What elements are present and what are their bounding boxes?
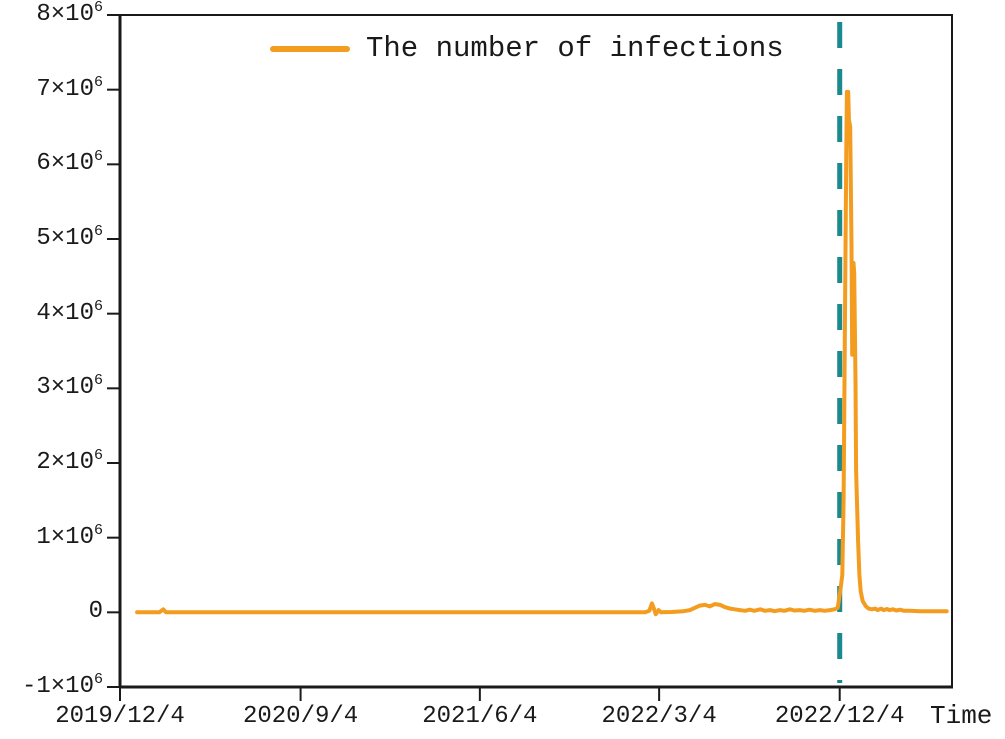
y-tick-label: 1×106 bbox=[36, 521, 103, 551]
y-tick-label: 0 bbox=[88, 598, 103, 626]
x-tick-label: 2022/12/4 bbox=[774, 703, 905, 730]
y-tick-label: 7×106 bbox=[36, 73, 103, 103]
y-tick-label: 8×106 bbox=[36, 0, 103, 28]
y-tick-label: -1×106 bbox=[21, 671, 103, 700]
y-tick-label: 4×106 bbox=[36, 297, 103, 327]
x-tick-label: 2021/6/4 bbox=[422, 703, 538, 730]
x-axis-title: Time bbox=[930, 701, 993, 731]
legend: The number of infections bbox=[270, 33, 784, 65]
legend-label: The number of infections bbox=[366, 32, 784, 65]
x-tick-label: 2022/3/4 bbox=[601, 703, 717, 730]
x-tick-label: 2020/9/4 bbox=[242, 703, 359, 730]
x-tick-label: 2019/12/4 bbox=[55, 703, 185, 730]
y-tick-label: 5×106 bbox=[36, 223, 103, 252]
y-tick-label: 3×106 bbox=[36, 372, 103, 402]
y-tick-label: 2×106 bbox=[36, 447, 103, 476]
series-line-infections bbox=[135, 89, 949, 617]
plot-border bbox=[119, 14, 953, 688]
legend-line-swatch bbox=[270, 46, 350, 52]
y-tick-label: 6×106 bbox=[36, 148, 103, 178]
